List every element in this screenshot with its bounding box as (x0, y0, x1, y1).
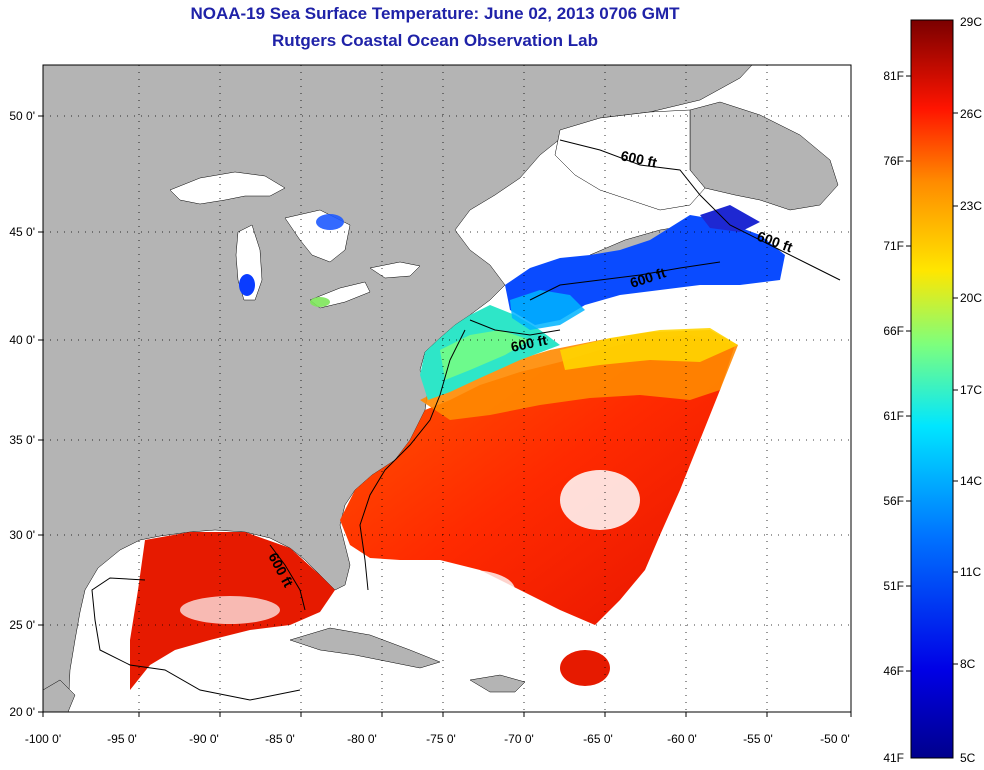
land-mass (43, 679, 76, 712)
lake-temp-patch (316, 214, 344, 230)
cloud-gap (180, 596, 280, 624)
depth-contour-line (91, 544, 306, 701)
lake-temp-patch (310, 297, 330, 307)
lat-tick-label: 50 0' (9, 109, 35, 123)
colorbar-fahrenheit-label: 56F (883, 494, 904, 508)
lon-tick-label: -100 0' (25, 732, 61, 746)
lon-tick-label: -50 0' (820, 732, 850, 746)
colorbar-celsius-label: 11C (960, 565, 981, 579)
cloud-gap (425, 570, 515, 610)
colorbar-celsius-label: 17C (960, 383, 982, 397)
land-mass (289, 627, 441, 669)
colorbar-celsius-label: 20C (960, 291, 982, 305)
land-mass (469, 674, 526, 693)
lat-tick-label: 20 0' (9, 705, 35, 719)
colorbar-fahrenheit-label: 81F (883, 69, 904, 83)
lake-temp-patch (239, 274, 255, 296)
ocean-nodata (554, 109, 706, 211)
map-subtitle: Rutgers Coastal Ocean Observation Lab (272, 31, 598, 50)
lat-tick-label: 35 0' (9, 433, 35, 447)
lon-tick-label: -65 0' (583, 732, 613, 746)
lake-superior (169, 171, 286, 205)
depth-contour-line (529, 261, 721, 301)
colorbar-fahrenheit-label: 51F (883, 579, 904, 593)
cloud-gap (560, 470, 640, 530)
colorbar-celsius-label: 23C (960, 199, 982, 213)
plot-frame (42, 64, 852, 713)
colorbar-fahrenheit-label: 76F (883, 154, 904, 168)
colorbar-celsius-label: 29C (960, 15, 982, 29)
lon-tick-label: -70 0' (504, 732, 534, 746)
colorbar-celsius-label: 5C (960, 751, 976, 765)
lat-tick-label: 30 0' (9, 528, 35, 542)
contour-label: 600 ft (509, 332, 548, 355)
lon-tick-label: -55 0' (743, 732, 773, 746)
lake-ontario (369, 261, 421, 279)
contour-label: 600 ft (619, 147, 658, 170)
colorbar-ticks (906, 75, 958, 672)
sst-cold-region (700, 205, 760, 232)
colorbar-fahrenheit-label: 46F (883, 664, 904, 678)
colorbar-fahrenheit-label: 71F (883, 239, 904, 253)
lat-tick-label: 40 0' (9, 333, 35, 347)
map-title: NOAA-19 Sea Surface Temperature: June 02… (190, 4, 680, 23)
axis-ticks (38, 115, 852, 717)
colorbar-fahrenheit-label: 41F (883, 751, 904, 765)
sst-yellow-band (560, 328, 738, 370)
lon-tick-label: -90 0' (189, 732, 219, 746)
lat-tick-label: 25 0' (9, 618, 35, 632)
sst-cold-region (510, 290, 585, 330)
lat-tick-label: 45 0' (9, 225, 35, 239)
sst-cold-region (505, 215, 785, 325)
lon-tick-label: -60 0' (667, 732, 697, 746)
colorbar-celsius-label: 14C (960, 474, 982, 488)
depth-contour-line (359, 319, 561, 591)
lon-tick-label: -80 0' (347, 732, 377, 746)
lon-tick-label: -75 0' (426, 732, 456, 746)
lon-tick-label: -85 0' (265, 732, 295, 746)
colorbar-celsius-label: 26C (960, 107, 982, 121)
sst-warm-patch (560, 650, 610, 686)
colorbar (910, 19, 954, 759)
graticule (43, 65, 851, 712)
colorbar-celsius-label: 8C (960, 657, 976, 671)
colorbar-fahrenheit-label: 61F (883, 409, 904, 423)
lon-tick-label: -95 0' (107, 732, 137, 746)
depth-contour-line (559, 139, 841, 281)
colorbar-fahrenheit-label: 66F (883, 324, 904, 338)
sst-cool-shelf (440, 330, 530, 380)
